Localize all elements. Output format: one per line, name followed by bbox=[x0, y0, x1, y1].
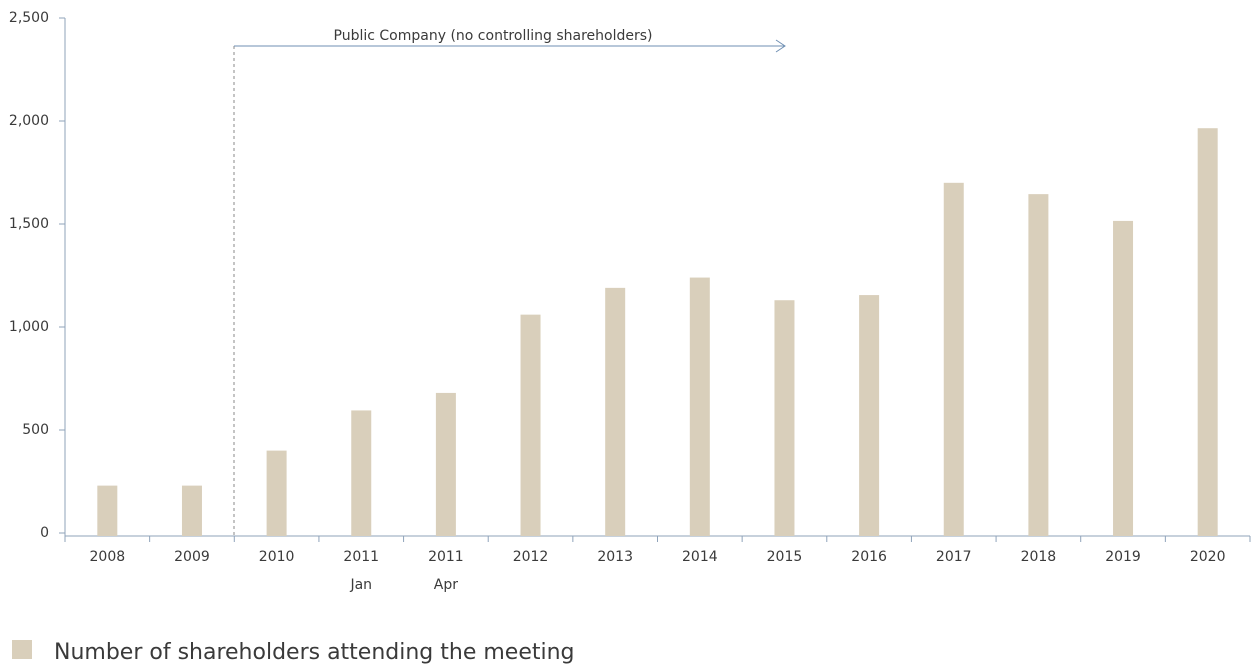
bar bbox=[1113, 220, 1134, 536]
x-tick-label: 2013 bbox=[597, 549, 633, 565]
x-tick-label: 2020 bbox=[1190, 549, 1226, 565]
bar bbox=[605, 287, 626, 536]
x-tick-label: 2014 bbox=[682, 549, 718, 565]
annotation: Public Company (no controlling sharehold… bbox=[334, 28, 653, 44]
bar bbox=[97, 485, 118, 536]
bar bbox=[1028, 194, 1049, 536]
y-tick-label: 0 bbox=[40, 525, 49, 541]
x-tick-label: 2011 bbox=[428, 549, 464, 565]
x-tick-sublabel: Jan bbox=[349, 577, 372, 593]
x-tick-label: 2018 bbox=[1021, 549, 1057, 565]
bar bbox=[435, 392, 456, 536]
bar bbox=[1197, 128, 1218, 536]
bar bbox=[689, 277, 710, 536]
y-tick-label: 1,500 bbox=[9, 216, 49, 232]
legend-label: Number of shareholders attending the mee… bbox=[54, 640, 575, 665]
bar bbox=[351, 410, 372, 536]
bar bbox=[943, 182, 964, 537]
x-tick-label: 2009 bbox=[174, 549, 210, 565]
x-tick-label: 2016 bbox=[851, 549, 887, 565]
x-tick-label: 2015 bbox=[767, 549, 803, 565]
bar bbox=[774, 300, 795, 536]
x-tick-label: 2011 bbox=[343, 549, 379, 565]
y-tick-label: 2,500 bbox=[9, 10, 49, 26]
y-tick-label: 1,000 bbox=[9, 319, 49, 335]
bar bbox=[859, 295, 880, 536]
y-tick-label: 2,000 bbox=[9, 113, 49, 129]
bar bbox=[520, 314, 541, 536]
x-tick-label: 2010 bbox=[259, 549, 295, 565]
bar bbox=[181, 485, 202, 536]
legend-swatch bbox=[12, 640, 32, 659]
x-tick-sublabel: Apr bbox=[434, 577, 458, 593]
annotation-arrowhead bbox=[775, 39, 786, 53]
x-tick-label: 2012 bbox=[513, 549, 549, 565]
y-tick-label: 500 bbox=[22, 422, 49, 438]
x-tick-label: 2008 bbox=[90, 549, 126, 565]
x-tick-label: 2019 bbox=[1105, 549, 1141, 565]
bar bbox=[266, 450, 287, 536]
x-tick-label: 2017 bbox=[936, 549, 972, 565]
